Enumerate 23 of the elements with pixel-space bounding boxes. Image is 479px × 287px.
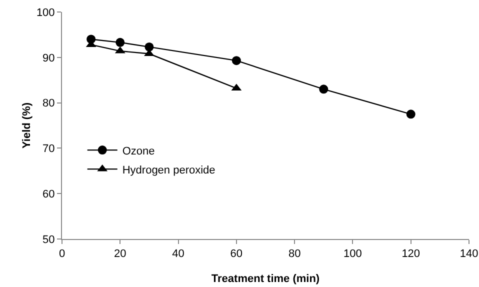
x-tick-label: 60 — [230, 248, 243, 260]
x-tick-label: 20 — [114, 248, 126, 260]
point — [232, 56, 241, 66]
point — [144, 42, 154, 52]
x-tick-label: 0 — [58, 248, 66, 260]
point — [406, 110, 416, 119]
y-axis-title: Yield (%) — [21, 102, 33, 149]
y-tick-label: 90 — [42, 52, 55, 64]
legend-label: Ozone — [122, 145, 155, 158]
y-tick-label: 100 — [36, 6, 55, 19]
y-tick-label: 80 — [42, 98, 55, 110]
legend-label: Hydrogen peroxide — [122, 164, 216, 176]
point — [116, 38, 125, 47]
x-tick-label: 100 — [344, 248, 362, 260]
x-tick-label: 140 — [460, 248, 478, 260]
x-tick-label: 80 — [288, 248, 301, 260]
y-tick-label: 70 — [42, 143, 55, 156]
x-tick-label: 40 — [172, 248, 184, 260]
x-axis-title: Treatment time (min) — [211, 273, 320, 285]
point — [319, 84, 328, 94]
x-tick-label: 120 — [402, 248, 420, 260]
y-tick-label: 50 — [42, 234, 55, 246]
y-tick-label: 60 — [42, 188, 55, 200]
